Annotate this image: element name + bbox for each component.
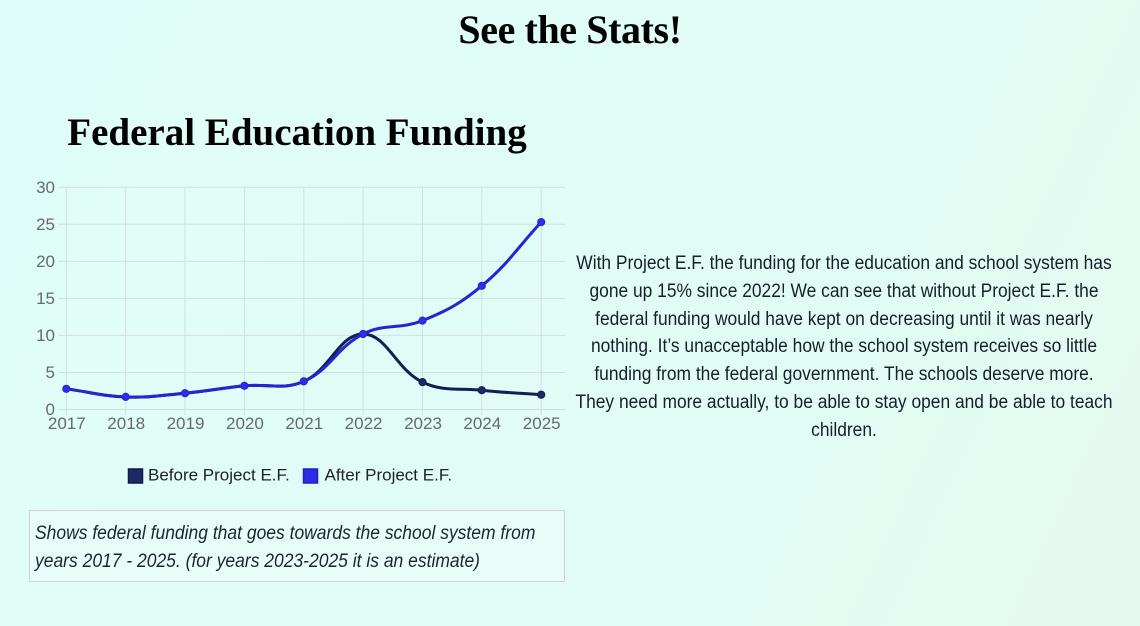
svg-text:Before Project E.F.: Before Project E.F.: [148, 466, 290, 485]
svg-text:5: 5: [46, 363, 55, 382]
svg-text:2025: 2025: [523, 414, 561, 433]
svg-text:After Project E.F.: After Project E.F.: [325, 466, 453, 485]
svg-text:2023: 2023: [404, 414, 442, 433]
svg-text:2017: 2017: [48, 414, 86, 433]
svg-text:20: 20: [36, 252, 55, 271]
svg-text:15: 15: [36, 289, 55, 308]
svg-text:30: 30: [36, 178, 55, 197]
svg-text:0: 0: [46, 400, 55, 419]
svg-text:2021: 2021: [285, 414, 323, 433]
svg-text:2024: 2024: [463, 414, 501, 433]
svg-text:2018: 2018: [107, 414, 145, 433]
svg-text:25: 25: [36, 215, 55, 234]
svg-text:10: 10: [36, 326, 55, 345]
svg-text:2022: 2022: [345, 414, 383, 433]
svg-text:2019: 2019: [167, 414, 205, 433]
svg-text:2020: 2020: [226, 414, 264, 433]
